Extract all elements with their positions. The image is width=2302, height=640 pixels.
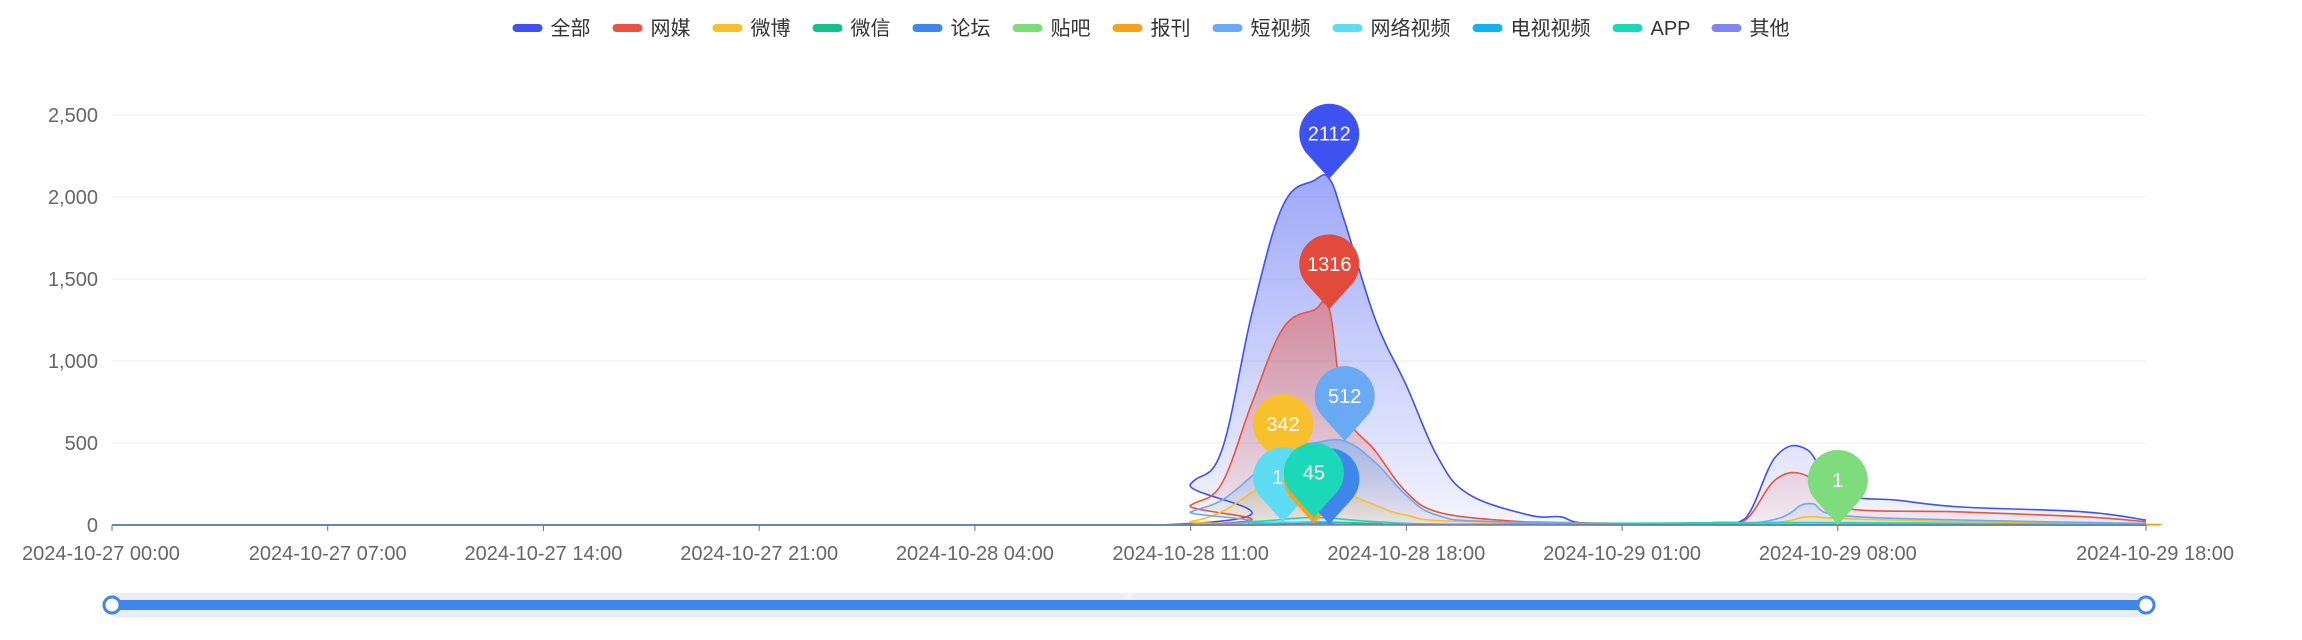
x-tick-label: 2024-10-28 18:00: [1327, 543, 1485, 565]
marker-label: 2112: [1308, 124, 1351, 146]
legend-item-11[interactable]: 其他: [1711, 17, 1790, 40]
data-zoom-handle-start[interactable]: [102, 595, 122, 615]
legend-label: 贴吧: [1051, 17, 1091, 40]
x-tick-label: 2024-10-27 14:00: [464, 543, 622, 565]
legend-label: 微博: [751, 17, 791, 40]
legend-swatch: [1711, 24, 1742, 32]
legend-swatch: [812, 24, 843, 32]
legend-item-6[interactable]: 报刊: [1112, 17, 1191, 40]
y-tick-label: 1,000: [48, 351, 98, 373]
legend-label: 论坛: [951, 17, 991, 40]
y-tick-label: 1,500: [48, 269, 98, 291]
legend-label: 短视频: [1251, 17, 1311, 40]
y-tick-label: 2,500: [48, 105, 98, 127]
legend-swatch: [1212, 24, 1243, 32]
legend-swatch: [1612, 24, 1643, 32]
legend-item-3[interactable]: 微信: [812, 17, 891, 40]
legend-item-0[interactable]: 全部: [512, 17, 591, 40]
marker-pin-0[interactable]: 2112: [1299, 103, 1360, 179]
marker-label: 512: [1328, 386, 1361, 408]
x-tick-label: 2024-10-27 21:00: [680, 543, 838, 565]
marker-pin-2[interactable]: 512: [1314, 366, 1375, 442]
grid: [112, 114, 2146, 444]
marker-pin-shape: [1299, 103, 1360, 179]
legend-swatch: [1012, 24, 1043, 32]
marker-pin-8[interactable]: 45: [1283, 442, 1344, 518]
legend-label: 网媒: [651, 17, 691, 40]
marker-pin-shape: [1807, 449, 1868, 525]
axes: 0 500 1,000 1,500 2,000 2,500 2024-10-27 00:00…: [22, 105, 2234, 565]
marker-pin-9[interactable]: 1: [1807, 449, 1868, 525]
legend-item-4[interactable]: 论坛: [912, 17, 991, 40]
marker-pin-1[interactable]: 1316: [1299, 234, 1360, 310]
legend-item-7[interactable]: 短视频: [1212, 17, 1311, 40]
legend-item-10[interactable]: APP: [1612, 18, 1691, 40]
legend-label: 全部: [551, 17, 591, 40]
legend-label: 微信: [851, 17, 891, 40]
marker-pin-shape: [1314, 366, 1375, 442]
legend-swatch: [1472, 24, 1503, 32]
legend-item-5[interactable]: 贴吧: [1012, 17, 1091, 40]
markers: 21121316512342181285451: [1253, 103, 1868, 525]
data-zoom-handle-end[interactable]: [2136, 595, 2156, 615]
legend-item-9[interactable]: 电视视频: [1472, 17, 1591, 40]
x-tick-label: 2024-10-27 07:00: [249, 543, 407, 565]
legend: 全部 网媒 微博 微信 论坛 贴吧 报刊 短视频 网络视频 电视视频 APP 其他: [512, 17, 1790, 40]
x-tick-label: 2024-10-29 08:00: [1759, 543, 1917, 565]
marker-pin-shape: [1299, 234, 1360, 310]
legend-swatch: [712, 24, 743, 32]
y-tick-label: 2,000: [48, 187, 98, 209]
legend-swatch: [612, 24, 643, 32]
legend-swatch: [1112, 24, 1143, 32]
x-tick-label: 2024-10-29 18:00: [2076, 543, 2234, 565]
data-zoom-range-bar[interactable]: [112, 600, 2146, 610]
legend-item-8[interactable]: 网络视频: [1332, 17, 1451, 40]
legend-swatch: [512, 24, 543, 32]
legend-item-2[interactable]: 微博: [712, 17, 791, 40]
legend-label: 其他: [1750, 17, 1790, 40]
legend-item-1[interactable]: 网媒: [612, 17, 691, 40]
marker-label: 342: [1266, 414, 1299, 436]
legend-label: 报刊: [1151, 17, 1191, 40]
marker-label: 45: [1303, 463, 1325, 485]
marker-label: 1316: [1307, 254, 1352, 276]
data-zoom-slider[interactable]: |||: [102, 590, 2156, 617]
marker-pin-shape: [1283, 442, 1344, 518]
legend-label: 电视视频: [1511, 17, 1591, 40]
x-tick-label: 2024-10-29 01:00: [1543, 543, 1701, 565]
legend-swatch: [1332, 24, 1363, 32]
data-zoom-grip[interactable]: |||: [1125, 590, 1133, 601]
x-tick-label: 2024-10-28 04:00: [896, 543, 1054, 565]
x-tick-label: 2024-10-28 11:00: [1112, 543, 1268, 565]
x-tick-label: 2024-10-27 00:00: [22, 543, 180, 565]
y-tick-label: 500: [65, 433, 98, 455]
legend-swatch: [912, 24, 943, 32]
legend-label: 网络视频: [1371, 17, 1451, 40]
y-tick-label: 0: [87, 515, 98, 537]
legend-label: APP: [1651, 18, 1691, 40]
marker-label: 1: [1832, 470, 1843, 492]
